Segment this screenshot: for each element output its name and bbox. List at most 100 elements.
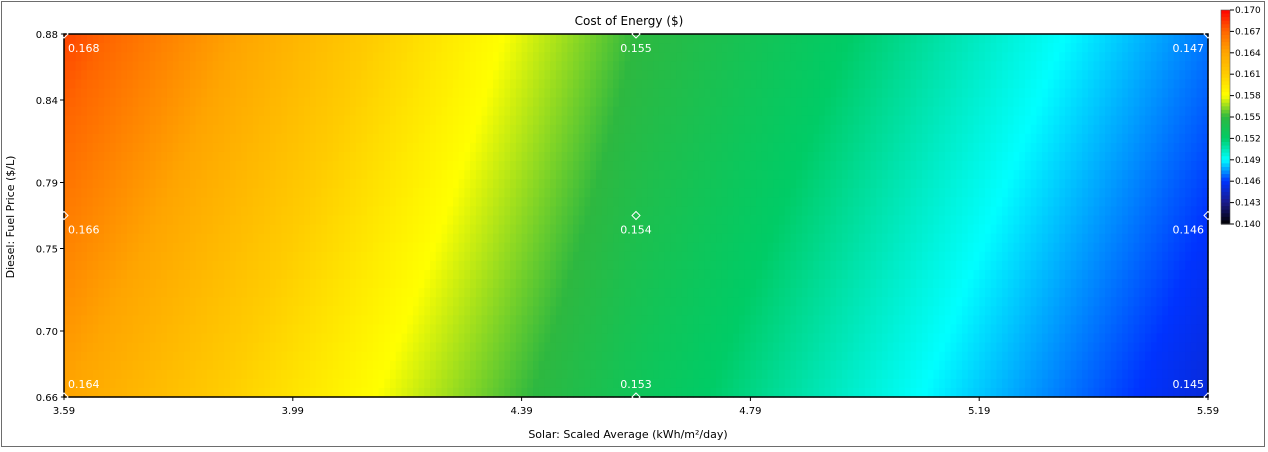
- heatmap-cell: [744, 133, 751, 144]
- heatmap-cell: [819, 188, 826, 198]
- heatmap-cell: [269, 79, 277, 90]
- heatmap-cell: [750, 197, 757, 208]
- heatmap-cell: [412, 142, 420, 153]
- heatmap-cell: [515, 151, 523, 162]
- heatmap-cell: [807, 115, 814, 126]
- heatmap-cell: [126, 88, 134, 99]
- heatmap-cell: [418, 142, 425, 153]
- heatmap-cell: [864, 43, 872, 53]
- heatmap-cell: [218, 79, 225, 90]
- heatmap-cell: [292, 215, 300, 226]
- heatmap-cell: [853, 115, 860, 126]
- heatmap-cell: [1087, 79, 1095, 90]
- heatmap-cell: [876, 161, 883, 171]
- heatmap-cell: [224, 115, 231, 126]
- heatmap-cell: [201, 43, 208, 53]
- heatmap-cell: [573, 151, 580, 162]
- heatmap-cell: [1105, 197, 1112, 208]
- heatmap-cell: [229, 52, 237, 62]
- heatmap-cell: [1105, 206, 1112, 217]
- heatmap-cell: [561, 115, 568, 126]
- heatmap-cell: [452, 124, 460, 135]
- heatmap-cell: [184, 142, 191, 153]
- heatmap-cell: [86, 43, 94, 53]
- heatmap-cell: [378, 52, 385, 62]
- heatmap-cell: [1116, 161, 1123, 171]
- heatmap-cell: [1179, 124, 1186, 135]
- heatmap-cell: [475, 215, 483, 226]
- heatmap-cell: [292, 161, 300, 171]
- heatmap-cell: [178, 233, 185, 244]
- heatmap-cell: [104, 34, 111, 44]
- heatmap-cell: [161, 142, 168, 153]
- heatmap-cell: [184, 170, 191, 180]
- heatmap-cell: [109, 215, 117, 226]
- heatmap-cell: [247, 34, 254, 44]
- heatmap-cell: [824, 170, 832, 180]
- heatmap-cell: [424, 97, 431, 108]
- heatmap-cell: [1156, 88, 1163, 99]
- heatmap-cell: [344, 151, 351, 162]
- heatmap-cell: [721, 79, 729, 90]
- heatmap-cell: [390, 79, 397, 90]
- heatmap-cell: [355, 188, 363, 198]
- heatmap-cell: [155, 142, 162, 153]
- heatmap-cell: [470, 251, 477, 262]
- heatmap-cell: [567, 233, 574, 244]
- heatmap-cell: [361, 151, 368, 162]
- heatmap-cell: [779, 106, 786, 117]
- heatmap-cell: [218, 161, 225, 171]
- heatmap-cell: [275, 133, 282, 144]
- heatmap-cell: [355, 161, 363, 171]
- heatmap-cell: [1042, 106, 1049, 117]
- heatmap-cell: [641, 34, 649, 44]
- heatmap-cell: [887, 224, 894, 235]
- heatmap-cell: [1053, 142, 1060, 153]
- heatmap-cell: [590, 188, 597, 198]
- heatmap-cell: [86, 52, 94, 62]
- heatmap-cell: [258, 233, 265, 244]
- heatmap-cell: [292, 70, 300, 80]
- heatmap-cell: [624, 197, 631, 208]
- heatmap-cell: [613, 233, 620, 244]
- heatmap-cell: [698, 142, 706, 153]
- heatmap-cell: [252, 206, 260, 217]
- heatmap-cell: [876, 61, 883, 71]
- heatmap-cell: [630, 197, 637, 208]
- heatmap-cell: [573, 251, 580, 262]
- heatmap-cell: [990, 88, 997, 99]
- heatmap-cell: [899, 233, 906, 244]
- heatmap-cell: [756, 79, 763, 90]
- heatmap-cell: [698, 251, 706, 262]
- heatmap-cell: [458, 242, 465, 253]
- heatmap-cell: [247, 124, 254, 135]
- heatmap-cell: [1185, 43, 1192, 53]
- heatmap-cell: [304, 52, 311, 62]
- heatmap-cell: [1145, 224, 1152, 235]
- heatmap-cell: [830, 151, 837, 162]
- heatmap-cell: [647, 188, 654, 198]
- heatmap-cell: [212, 188, 220, 198]
- heatmap-cell: [195, 179, 202, 189]
- heatmap-cell: [590, 161, 597, 171]
- heatmap-cell: [967, 151, 975, 162]
- heatmap-cell: [910, 106, 917, 117]
- heatmap-cell: [618, 224, 626, 235]
- heatmap-cell: [172, 233, 179, 244]
- heatmap-cell: [1167, 251, 1175, 262]
- heatmap-cell: [344, 251, 351, 262]
- heatmap-cell: [956, 52, 963, 62]
- heatmap-cell: [887, 188, 894, 198]
- heatmap-cell: [1150, 188, 1158, 198]
- heatmap-cell: [1059, 206, 1066, 217]
- heatmap-cell: [744, 197, 751, 208]
- heatmap-cell: [859, 34, 866, 44]
- heatmap-cell: [1156, 115, 1163, 126]
- heatmap-cell: [430, 79, 437, 90]
- heatmap-cell: [172, 242, 179, 253]
- heatmap-cell: [281, 161, 288, 171]
- heatmap-cell: [235, 52, 242, 62]
- heatmap-cell: [1156, 215, 1163, 226]
- heatmap-cell: [1042, 251, 1049, 262]
- heatmap-cell: [916, 161, 923, 171]
